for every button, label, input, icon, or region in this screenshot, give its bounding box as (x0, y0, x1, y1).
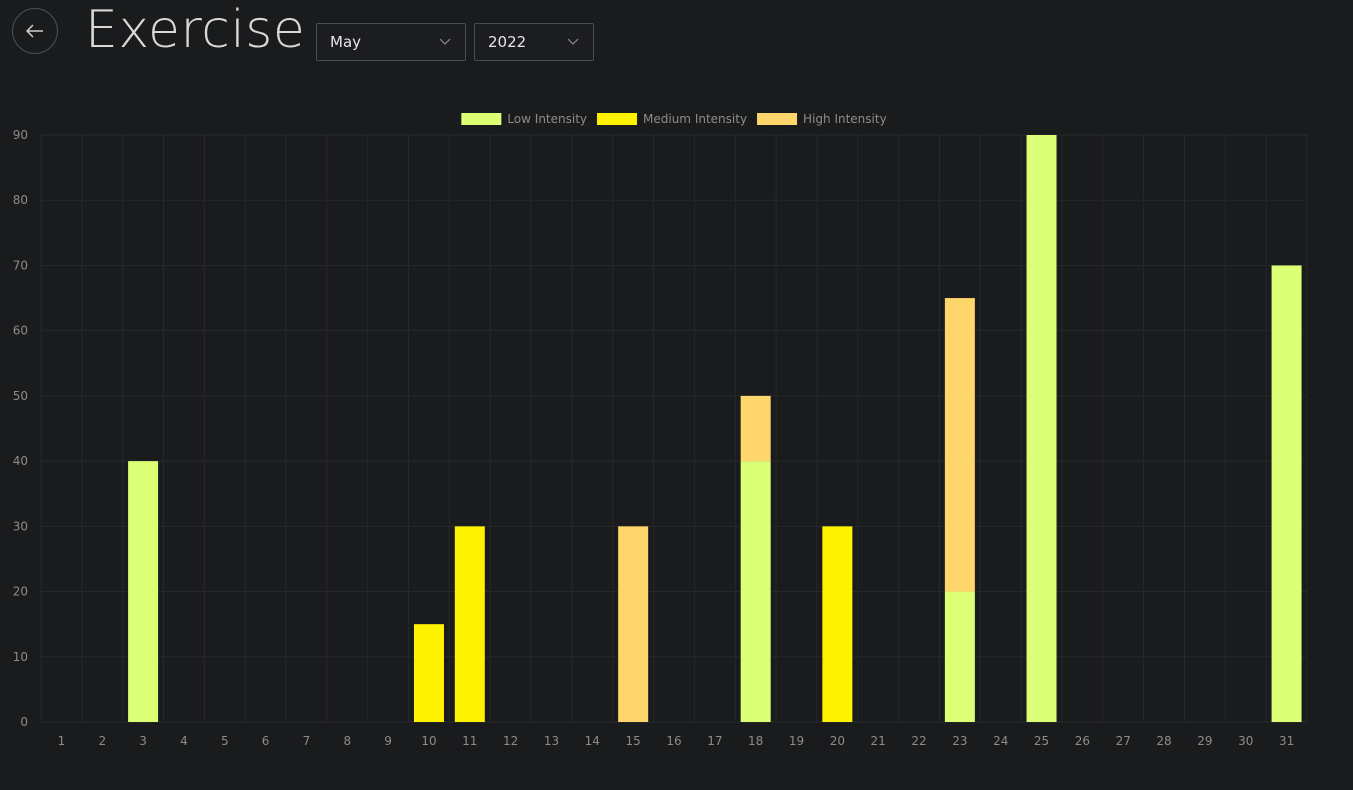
x-tick-label: 19 (789, 734, 804, 748)
x-tick-label: 12 (503, 734, 518, 748)
bar-low-intensity-day-18[interactable] (740, 461, 771, 722)
legend-swatch (461, 113, 502, 125)
x-tick-label: 25 (1034, 734, 1049, 748)
bar-low-intensity-day-23[interactable] (944, 591, 975, 722)
x-tick-label: 16 (666, 734, 681, 748)
header: Exercise May 2022 (0, 0, 1353, 70)
x-tick-label: 30 (1238, 734, 1253, 748)
x-tick-label: 20 (830, 734, 845, 748)
bar-high-intensity-day-15[interactable] (618, 526, 649, 722)
x-tick-label: 4 (180, 734, 188, 748)
x-tick-label: 22 (911, 734, 926, 748)
bar-high-intensity-day-23[interactable] (944, 298, 975, 592)
arrow-left-icon (26, 24, 43, 38)
bar-high-intensity-day-18[interactable] (740, 395, 771, 462)
x-tick-label: 2 (98, 734, 106, 748)
legend-label[interactable]: Medium Intensity (643, 112, 747, 126)
x-tick-label: 17 (707, 734, 722, 748)
x-tick-label: 13 (544, 734, 559, 748)
y-tick-label: 10 (13, 650, 28, 664)
legend-label[interactable]: High Intensity (803, 112, 887, 126)
bar-low-intensity-day-3[interactable] (128, 461, 159, 722)
x-tick-label: 29 (1197, 734, 1212, 748)
x-tick-label: 26 (1075, 734, 1090, 748)
y-tick-label: 40 (13, 454, 28, 468)
chevron-down-icon (439, 38, 451, 45)
bar-low-intensity-day-25[interactable] (1026, 135, 1057, 722)
month-select[interactable]: May (316, 23, 466, 61)
x-tick-label: 23 (952, 734, 967, 748)
back-button[interactable] (12, 8, 58, 54)
y-tick-label: 20 (13, 585, 28, 599)
y-tick-label: 0 (20, 715, 28, 729)
bar-medium-intensity-day-10[interactable] (413, 624, 444, 722)
year-select[interactable]: 2022 (474, 23, 594, 61)
x-tick-label: 31 (1279, 734, 1294, 748)
x-tick-label: 24 (993, 734, 1008, 748)
chevron-down-icon (567, 38, 579, 45)
chart-legend: Low Intensity Medium Intensity High Intens… (461, 112, 887, 126)
x-tick-label: 5 (221, 734, 229, 748)
x-tick-label: 11 (462, 734, 477, 748)
y-tick-label: 30 (13, 519, 28, 533)
legend-label[interactable]: Low Intensity (507, 112, 587, 126)
page-title: Exercise (85, 0, 306, 60)
y-tick-label: 70 (13, 258, 28, 272)
bar-medium-intensity-day-11[interactable] (454, 526, 485, 722)
y-tick-label: 90 (13, 128, 28, 142)
x-tick-label: 18 (748, 734, 763, 748)
legend-swatch (757, 113, 798, 125)
x-tick-label: 28 (1156, 734, 1171, 748)
y-tick-label: 50 (13, 389, 28, 403)
bar-low-intensity-day-31[interactable] (1271, 265, 1302, 722)
x-tick-label: 9 (384, 734, 392, 748)
x-tick-label: 3 (139, 734, 147, 748)
x-tick-label: 21 (871, 734, 886, 748)
x-tick-label: 15 (626, 734, 641, 748)
x-tick-label: 1 (58, 734, 66, 748)
y-axis: 0 10 20 30 40 50 60 70 80 90 (13, 128, 28, 729)
x-tick-label: 7 (303, 734, 311, 748)
month-select-value: May (330, 33, 362, 51)
legend-swatch (597, 113, 638, 125)
y-tick-label: 80 (13, 193, 28, 207)
x-axis: 1 2 3 4 5 6 7 8 9 10 11 12 13 14 15 16 17 18 19 20 21 22 23 24 2… (58, 734, 1295, 748)
chart-bars (128, 135, 1302, 722)
x-tick-label: 27 (1116, 734, 1131, 748)
year-select-value: 2022 (488, 33, 527, 51)
x-tick-label: 10 (421, 734, 436, 748)
x-tick-label: 8 (343, 734, 351, 748)
x-tick-label: 6 (262, 734, 270, 748)
x-tick-label: 14 (585, 734, 600, 748)
y-tick-label: 60 (13, 324, 28, 338)
bar-medium-intensity-day-20[interactable] (822, 526, 853, 722)
chart-grid (40, 134, 1308, 723)
